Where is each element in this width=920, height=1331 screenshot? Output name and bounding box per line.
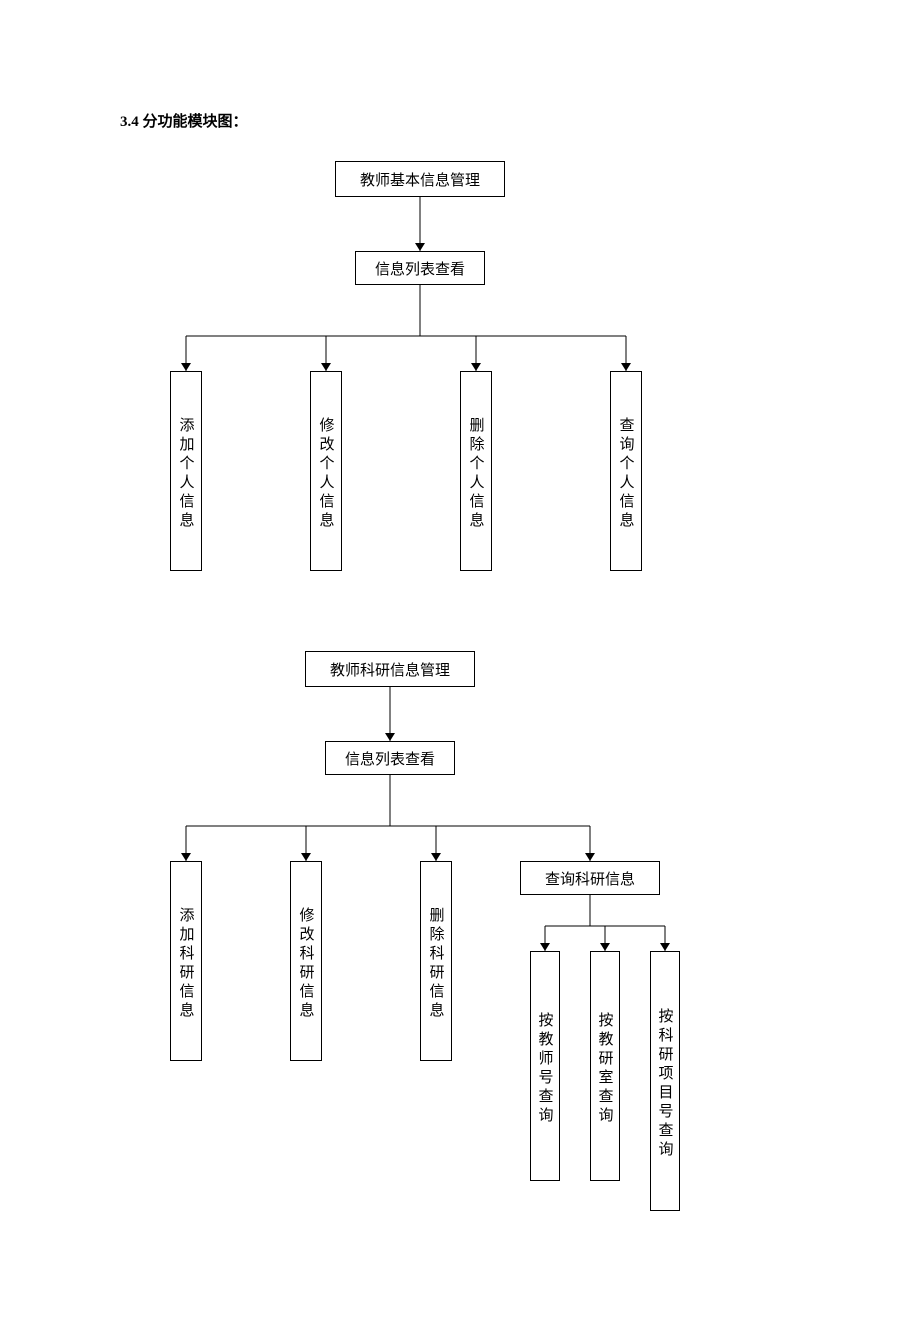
d2-leaf-add: 添加科研信息 [170,861,202,1061]
d1-leaf-modify: 修改个人信息 [310,371,342,571]
d2-sub-by-project-id: 按科研项目号查询 [650,951,680,1211]
diagram1-connectors [140,161,680,591]
d1-leaf-add: 添加个人信息 [170,371,202,571]
section-title: 3.4 分功能模块图： [120,110,800,131]
diagram-teacher-basic-info: 教师基本信息管理 信息列表查看 添加个人信息 修改个人信息 删除个人信息 查询个… [140,161,800,591]
d2-level2-node: 信息列表查看 [325,741,455,775]
d1-root-node: 教师基本信息管理 [335,161,505,197]
d1-leaf-delete: 删除个人信息 [460,371,492,571]
d2-leaf-modify: 修改科研信息 [290,861,322,1061]
d2-sub-by-teacher-id: 按教师号查询 [530,951,560,1181]
diagram-teacher-research-info: 教师科研信息管理 信息列表查看 添加科研信息 修改科研信息 删除科研信息 查询科… [140,651,800,1231]
d2-leaf-delete: 删除科研信息 [420,861,452,1061]
d2-branch-query: 查询科研信息 [520,861,660,895]
d1-level2-node: 信息列表查看 [355,251,485,285]
d2-sub-by-dept: 按教研室查询 [590,951,620,1181]
d2-root-node: 教师科研信息管理 [305,651,475,687]
d1-leaf-query: 查询个人信息 [610,371,642,571]
